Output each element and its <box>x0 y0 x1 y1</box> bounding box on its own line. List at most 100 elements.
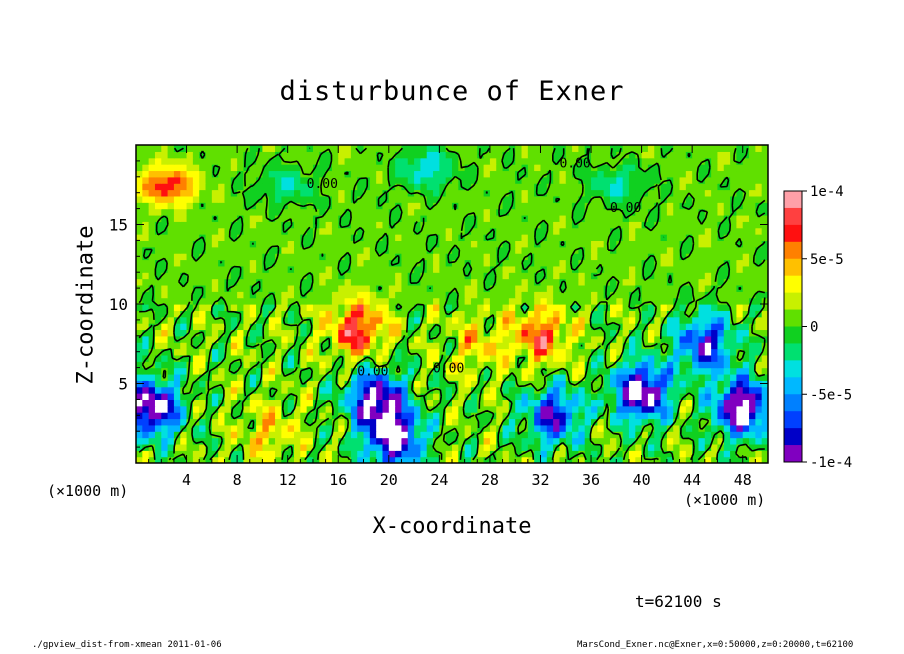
heatmap-cell <box>761 335 768 343</box>
heatmap-cell <box>414 386 421 394</box>
heatmap-cell <box>698 329 706 337</box>
heatmap-cell <box>382 157 390 165</box>
heatmap-cell <box>445 342 453 350</box>
heatmap-cell <box>591 240 598 248</box>
heatmap-cell <box>711 221 719 229</box>
heatmap-cell <box>508 342 516 350</box>
heatmap-cell <box>186 214 194 222</box>
heatmap-cell <box>647 361 655 369</box>
heatmap-cell <box>167 399 175 407</box>
heatmap-cell <box>692 272 700 280</box>
heatmap-cell <box>306 278 314 286</box>
heatmap-cell <box>654 304 662 311</box>
heatmap-cell <box>369 386 377 394</box>
heatmap-cell <box>584 418 592 426</box>
heatmap-cell <box>142 335 150 343</box>
heatmap-cell <box>237 214 245 222</box>
heatmap-cell <box>237 291 245 299</box>
heatmap-cell <box>540 145 548 152</box>
heatmap-cell <box>464 316 472 324</box>
heatmap-cell <box>249 164 257 172</box>
heatmap-cell <box>704 246 712 254</box>
heatmap-cell <box>319 183 327 191</box>
heatmap-cell <box>546 164 554 172</box>
heatmap-cell <box>496 335 504 343</box>
heatmap-cell <box>470 431 478 439</box>
heatmap-cell <box>376 208 384 216</box>
heatmap-cell <box>527 284 535 292</box>
heatmap-cell <box>433 297 440 305</box>
heatmap-cell <box>414 361 421 369</box>
heatmap-cell <box>312 304 320 311</box>
heatmap-cell <box>294 450 301 458</box>
heatmap-cell <box>331 183 339 191</box>
heatmap-cell <box>654 367 662 375</box>
heatmap-cell <box>230 443 238 451</box>
heatmap-cell <box>698 456 706 463</box>
heatmap-cell <box>679 265 687 273</box>
heatmap-cell <box>369 431 377 439</box>
heatmap-cell <box>363 214 371 222</box>
heatmap-cell <box>496 456 504 463</box>
heatmap-cell <box>591 405 598 413</box>
heatmap-cell <box>755 259 763 267</box>
heatmap-cell <box>641 310 649 318</box>
heatmap-cell <box>521 437 529 445</box>
heatmap-cell <box>489 278 497 286</box>
heatmap-cell <box>281 234 289 241</box>
heatmap-cell <box>281 259 289 267</box>
heatmap-cell <box>312 437 320 445</box>
heatmap-cell <box>591 221 598 229</box>
heatmap-cell <box>401 412 409 420</box>
heatmap-cell <box>452 145 459 152</box>
heatmap-cell <box>262 214 270 222</box>
heatmap-cell <box>578 227 586 235</box>
heatmap-cell <box>420 437 428 445</box>
heatmap-cell <box>445 278 453 286</box>
heatmap-cell <box>711 208 719 216</box>
heatmap-cell <box>344 412 352 420</box>
heatmap-cell <box>357 157 365 165</box>
heatmap-cell <box>508 380 516 388</box>
heatmap-cell <box>458 214 466 222</box>
heatmap-cell <box>154 329 162 337</box>
heatmap-cell <box>647 195 655 203</box>
heatmap-cell <box>344 202 352 210</box>
heatmap-cell <box>414 208 421 216</box>
heatmap-cell <box>470 373 478 381</box>
heatmap-cell <box>180 195 188 203</box>
heatmap-cell <box>521 412 529 420</box>
heatmap-cell <box>641 431 649 439</box>
heatmap-cell <box>319 214 327 222</box>
heatmap-cell <box>496 176 504 184</box>
heatmap-cell <box>192 183 200 191</box>
heatmap-cell <box>622 189 630 197</box>
heatmap-cell <box>711 393 719 400</box>
heatmap-cell <box>161 316 169 324</box>
heatmap-cell <box>319 221 327 229</box>
heatmap-cell <box>205 272 213 280</box>
heatmap-cell <box>211 386 219 394</box>
heatmap-cell <box>199 310 207 318</box>
heatmap-cell <box>572 195 579 203</box>
heatmap-cell <box>755 272 763 280</box>
heatmap-cell <box>426 386 434 394</box>
heatmap-cell <box>534 246 542 254</box>
heatmap-cell <box>515 367 523 375</box>
heatmap-cell <box>736 145 744 152</box>
heatmap-cell <box>622 443 630 451</box>
heatmap-cell <box>344 208 352 216</box>
heatmap-cell <box>382 170 390 178</box>
heatmap-cell <box>717 310 725 318</box>
heatmap-cell <box>628 329 636 337</box>
heatmap-cell <box>496 412 504 420</box>
heatmap-cell <box>211 208 219 216</box>
heatmap-cell <box>470 335 478 343</box>
heatmap-cell <box>338 176 346 184</box>
heatmap-cell <box>237 176 245 184</box>
heatmap-cell <box>597 418 605 426</box>
heatmap-cell <box>376 265 384 273</box>
heatmap-cell <box>199 278 207 286</box>
heatmap-cell <box>502 259 510 267</box>
heatmap-cell <box>230 259 238 267</box>
